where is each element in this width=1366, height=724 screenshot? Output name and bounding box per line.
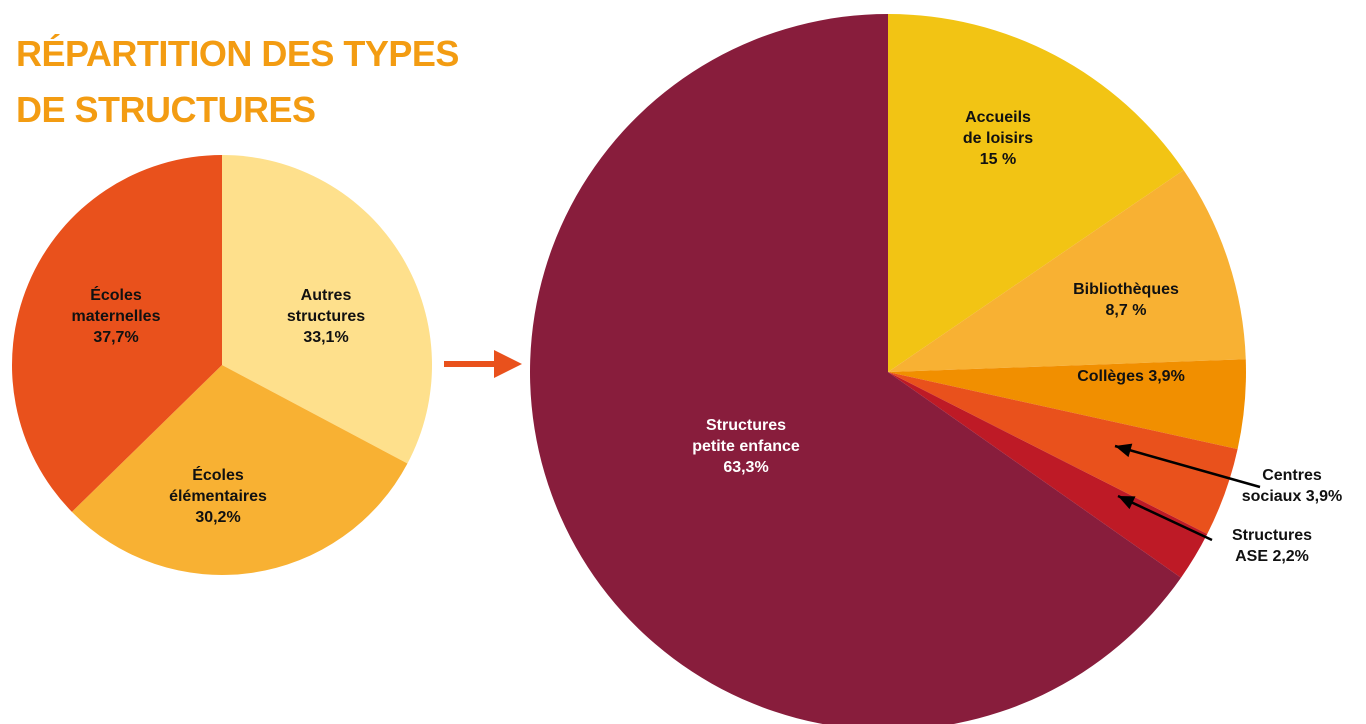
slice-label-line: 37,7% (93, 329, 138, 346)
small-pie-chart: Autres structures 33,1% Écoles élémentaires 3… (11, 155, 432, 575)
pie-slice-centres (888, 372, 1238, 535)
pie-slice-loisirs (888, 13, 1184, 372)
leader-ase-head (1118, 496, 1136, 510)
slice-label-colleges: Collèges 3,9% (1077, 368, 1185, 385)
pie-slice-ase (888, 372, 1208, 578)
pie-slice-petite (530, 14, 1181, 724)
slice-label-line: Autres (301, 287, 352, 304)
zoom-arrow (444, 350, 522, 378)
slice-label-loisirs: Accueils de loisirs 15 % (963, 109, 1033, 168)
slice-label-line: maternelles (72, 308, 161, 325)
slice-label-petite: Structures petite enfance 63,3% (692, 417, 800, 476)
slice-label-line: Accueils (965, 109, 1031, 126)
slice-label-bibliotheques: Bibliothèques 8,7 % (1073, 281, 1179, 319)
slice-label-line: élémentaires (169, 488, 267, 505)
title-line-2: DE STRUCTURES (16, 89, 316, 130)
leader-arrows (1114, 443, 1261, 542)
slice-label-line: petite enfance (692, 438, 800, 455)
pie-slice-colleges (888, 359, 1246, 450)
leader-centres-line (1114, 444, 1261, 489)
pie-slice-bibliotheques (888, 170, 1246, 372)
slice-label-line: Écoles (90, 285, 142, 304)
slice-label-line: 63,3% (723, 459, 768, 476)
slice-label-line: Écoles (192, 465, 244, 484)
leader-ase-line (1117, 494, 1213, 542)
slice-label-line: de loisirs (963, 130, 1033, 147)
pie-slice-autres (222, 155, 432, 464)
slice-label-ase: Structures ASE 2,2% (1232, 527, 1312, 565)
slice-label-line: Structures (706, 417, 786, 434)
slice-label-line: structures (287, 308, 365, 325)
arrow-head (494, 350, 522, 378)
title-line-1: RÉPARTITION DES TYPES (16, 33, 459, 74)
slice-label-line: Centres (1262, 467, 1322, 484)
pie-slice-elementaires (71, 365, 408, 575)
slice-label-line: 15 % (980, 151, 1016, 168)
slice-label-maternelles: Écoles maternelles 37,7% (72, 285, 161, 346)
slice-label-elementaires: Écoles élémentaires 30,2% (169, 465, 267, 526)
slice-label-line: 33,1% (303, 329, 348, 346)
slice-label-line: 8,7 % (1106, 302, 1147, 319)
slice-label-line: Bibliothèques (1073, 281, 1179, 298)
slice-label-centres: Centres sociaux 3,9% (1242, 467, 1343, 505)
slice-label-line: Collèges 3,9% (1077, 368, 1185, 385)
slice-label-line: 30,2% (195, 509, 240, 526)
large-pie-chart: Accueils de loisirs 15 % Bibliothèques 8,7 %… (530, 13, 1343, 724)
slice-label-autres: Autres structures 33,1% (287, 287, 365, 346)
page-title: RÉPARTITION DES TYPES DE STRUCTURES (16, 26, 459, 138)
pie-slice-maternelles (11, 155, 223, 512)
slice-label-line: sociaux 3,9% (1242, 488, 1343, 505)
slice-label-line: ASE 2,2% (1235, 548, 1309, 565)
leader-centres-head (1115, 443, 1133, 458)
slice-label-line: Structures (1232, 527, 1312, 544)
